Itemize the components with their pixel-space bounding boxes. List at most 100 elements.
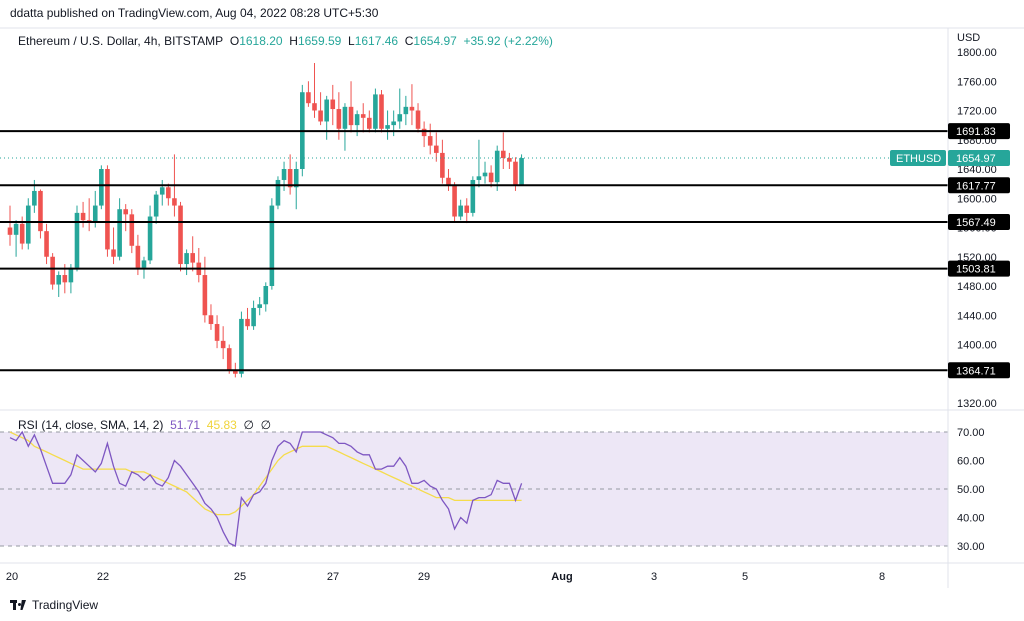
time-tick-label: 29 [418,571,430,583]
candle-body [123,209,129,215]
time-tick-label: 5 [742,571,748,583]
candle-body [50,256,55,285]
time-tick-label: 20 [6,571,18,583]
candle-body [214,324,220,341]
candle [342,103,348,151]
candle [166,183,171,206]
rsi-extra-mark: ∅ [243,418,254,432]
candle-body [92,205,98,222]
level-tag-label: 1503.81 [956,264,996,276]
candle [123,204,129,232]
rsi-tick-label: 30.00 [957,541,985,553]
rsi-value: 51.71 [170,418,201,432]
low-value: 1617.46 [354,34,399,48]
candle [257,296,262,316]
candle [7,205,13,246]
candle-body [220,340,226,349]
candle [403,95,409,126]
candle-body [184,253,189,265]
candle-body [38,190,43,232]
candle [482,161,488,184]
candle-body [7,227,13,235]
candle [476,139,482,188]
open-label: O [229,34,240,48]
candle [287,154,293,195]
candle-body [507,158,512,162]
candle [251,300,256,330]
candle [220,326,226,360]
candle-body [482,172,488,177]
price-tick-label: 1720.00 [957,106,997,118]
time-tick-label: Aug [551,571,572,583]
candle-body [434,145,439,153]
candle-body [403,106,409,115]
candle [488,165,494,188]
rsi-sma-line [9,431,522,516]
candle-body [245,318,250,327]
candle-body [190,253,195,263]
rsi-tick-label: 40.00 [957,513,985,525]
candle [281,161,287,191]
candle-body [263,286,269,305]
rsi-legend: RSI (14, close, SMA, 14, 2) 51.71 45.83 … [18,418,271,432]
candle-body [500,150,506,159]
candle-body [166,187,171,199]
symbol-legend: Ethereum / U.S. Dollar, 4h, BITSTAMP O16… [18,34,553,48]
candle-body [281,169,287,180]
candle-body [86,220,92,222]
candle [25,198,31,250]
price-tick-label: 1640.00 [957,164,997,176]
symbol-tag [890,150,946,167]
candle-body [293,169,299,188]
candle [458,199,463,221]
candle [159,179,165,206]
candle-body [324,99,329,122]
candle-body [208,315,214,325]
candle-body [318,110,323,122]
candle-body [13,223,19,235]
candle-body [135,245,141,268]
low-label: L [348,34,355,48]
rsi-tick-label: 70.00 [957,427,985,439]
candle [348,81,354,133]
candle [354,110,360,137]
candle-body [111,249,116,257]
candle [336,92,342,140]
axes: 1320.001360.001400.001440.001480.001520.… [0,27,1024,588]
candle [385,110,390,140]
candle-body [275,179,281,206]
candle-body [385,125,390,129]
candle [184,249,189,276]
candle [397,88,403,129]
candle-body [342,106,348,129]
currency-label: USD [957,32,980,44]
candle [129,209,135,254]
candle [178,201,183,272]
candle-body [464,205,470,213]
candle-body [494,150,500,183]
candle-body [409,106,415,111]
candle [208,304,214,330]
close-label: C [404,34,414,48]
candle [415,103,421,133]
change-value: +35.92 (+2.22%) [463,34,553,48]
candle [190,236,195,272]
close-value: 1654.97 [413,34,457,48]
candle [105,165,110,257]
candle [147,205,153,265]
candle-body [19,223,25,244]
candle-body [415,110,421,129]
rsi-title: RSI (14, close, SMA, 14, 2) [18,418,164,432]
level-tag [948,362,1010,379]
candle-body [239,318,244,374]
rsi-tick-label: 50.00 [957,484,985,496]
candle-body [348,106,354,126]
candle-body [513,161,518,186]
candle-body [379,94,384,129]
candle-body [56,275,62,285]
candle-body [257,304,262,308]
candle [111,227,116,265]
time-tick-label: 3 [651,571,657,583]
time-tick-label: 22 [97,571,109,583]
